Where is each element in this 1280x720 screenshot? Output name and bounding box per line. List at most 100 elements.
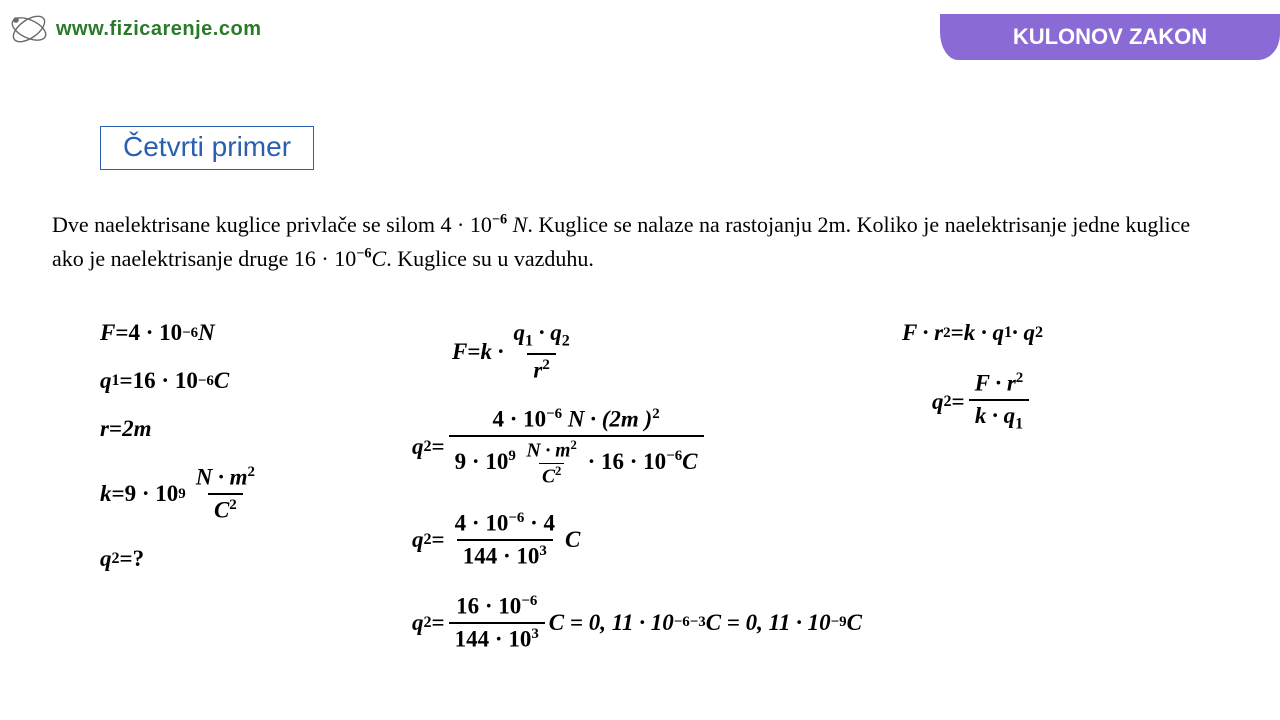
ds: 1 (1015, 416, 1023, 433)
given-F: F = 4 · 10−6 N (100, 320, 382, 346)
derive-line1: F · r2 = k · q1 · q2 (902, 320, 1250, 346)
n: 4 · 10 (455, 511, 509, 536)
sn: N · m (527, 441, 571, 462)
val: 9 · 10 (125, 481, 179, 507)
s2: 2 (562, 333, 570, 350)
eq: = (951, 320, 964, 346)
exp: 9 (178, 486, 185, 503)
denexp: 2 (229, 497, 236, 513)
content-columns: F = 4 · 10−6 N q1 = 16 · 10−6C r = 2m k … (52, 320, 1250, 653)
frac: q1 · q2 r2 (507, 320, 575, 384)
eq: = (432, 434, 445, 460)
frac: 16 · 10−6 144 · 103 (449, 593, 545, 653)
work-line2: q2 = 4 · 10−6 N · (2m )2 9 · 109 N · m2 … (412, 406, 892, 488)
given-column: F = 4 · 10−6 N q1 = 16 · 10−6C r = 2m k … (52, 320, 382, 653)
nae: −6 (546, 406, 562, 422)
eq: = (432, 610, 445, 636)
topic-badge: KULONOV ZAKON (940, 14, 1280, 60)
given-k: k = 9 · 109 N · m2 C2 (100, 464, 382, 524)
problem-part3: . Kuglice su u vazduhu. (386, 246, 594, 271)
d: k · q (975, 403, 1015, 428)
unit: N (198, 320, 215, 346)
logo-block: www.fizicarenje.com (8, 8, 262, 50)
lhs: q (412, 527, 424, 553)
lsub: 2 (424, 531, 432, 549)
work-line4: q2 = 16 · 10−6 144 · 103 C = 0, 11 · 10−… (412, 593, 892, 653)
tae: −6−3 (674, 614, 706, 631)
sym: q (100, 546, 112, 572)
dot: · (533, 320, 550, 345)
problem-exp1: −6 (492, 212, 507, 228)
lhs: F (452, 339, 467, 365)
de: 3 (539, 543, 546, 559)
site-url: www.fizicarenje.com (56, 18, 262, 41)
val: 16 · 10 (133, 368, 198, 394)
s1: 1 (525, 333, 533, 350)
frac: 4 · 10−6 · 4 144 · 103 (449, 510, 561, 570)
frac: F · r2 k · q1 (969, 370, 1030, 434)
work-column: F = k · q1 · q2 r2 q2 = 4 · 10−6 N · (2m… (382, 320, 892, 653)
c: · q (1012, 320, 1035, 346)
n: F · r (975, 371, 1016, 396)
exp: −6 (198, 373, 214, 390)
problem-unit1: N (507, 212, 527, 237)
sub: 1 (112, 372, 120, 390)
da: 9 · 10 (455, 449, 509, 474)
n: 16 · 10 (456, 593, 521, 618)
dae: 9 (508, 448, 515, 464)
eq: = (120, 546, 133, 572)
eq: = (120, 368, 133, 394)
problem-exp2: −6 (356, 246, 371, 262)
numexp: 2 (248, 464, 255, 480)
ne: 2 (1016, 370, 1023, 386)
lhs: q (412, 434, 424, 460)
lhs: q (412, 610, 424, 636)
eq: = (109, 416, 122, 442)
sub: 2 (112, 550, 120, 568)
sym: F (100, 320, 115, 346)
tc: C (847, 610, 862, 636)
tbe: −9 (831, 614, 847, 631)
ta: C = 0, 11 · 10 (549, 610, 674, 636)
de: 3 (531, 626, 538, 642)
num: N · m (196, 465, 248, 490)
example-title: Četvrti primer (100, 126, 314, 170)
val: 4 · 10 (128, 320, 182, 346)
exp: −6 (182, 325, 198, 342)
d: 144 · 10 (455, 626, 532, 651)
eq: = (952, 389, 965, 415)
cs: 2 (1035, 324, 1043, 342)
problem-unit2: C (372, 246, 387, 271)
db: · 16 · 10 (588, 449, 667, 474)
de: 2 (542, 357, 549, 373)
eq: = (112, 481, 125, 507)
dbe: −6 (666, 448, 682, 464)
eq: = (115, 320, 128, 346)
a: F · r (902, 320, 943, 346)
given-q2: q2 =? (100, 546, 382, 572)
d: 144 · 10 (463, 544, 540, 569)
ne: −6 (521, 593, 537, 609)
problem-text: Dve naelektrisane kuglice privlače se si… (52, 208, 1220, 276)
unit: C (565, 527, 580, 553)
header: www.fizicarenje.com KULONOV ZAKON (0, 0, 1280, 60)
derive-line2: q2 = F · r2 k · q1 (902, 370, 1250, 434)
derive-column: F · r2 = k · q1 · q2 q2 = F · r2 k · q1 (892, 320, 1250, 653)
sd: C (542, 467, 555, 488)
lsub: 2 (424, 614, 432, 632)
ne: −6 (508, 510, 524, 526)
problem-part1: Dve naelektrisane kuglice privlače se si… (52, 212, 492, 237)
n2: q (550, 320, 562, 345)
work-line3: q2 = 4 · 10−6 · 4 144 · 103 C (412, 510, 892, 570)
b: k · q (964, 320, 1004, 346)
den: C (214, 498, 229, 523)
logo-icon (8, 8, 50, 50)
nb: N · (2m ) (562, 407, 652, 432)
dc: C (682, 449, 697, 474)
unit-frac: N · m2 C2 (190, 464, 261, 524)
eq: = (432, 527, 445, 553)
n1: q (513, 320, 525, 345)
na: 4 · 10 (492, 407, 546, 432)
val: 2m (122, 416, 151, 442)
nb: · 4 (524, 511, 555, 536)
